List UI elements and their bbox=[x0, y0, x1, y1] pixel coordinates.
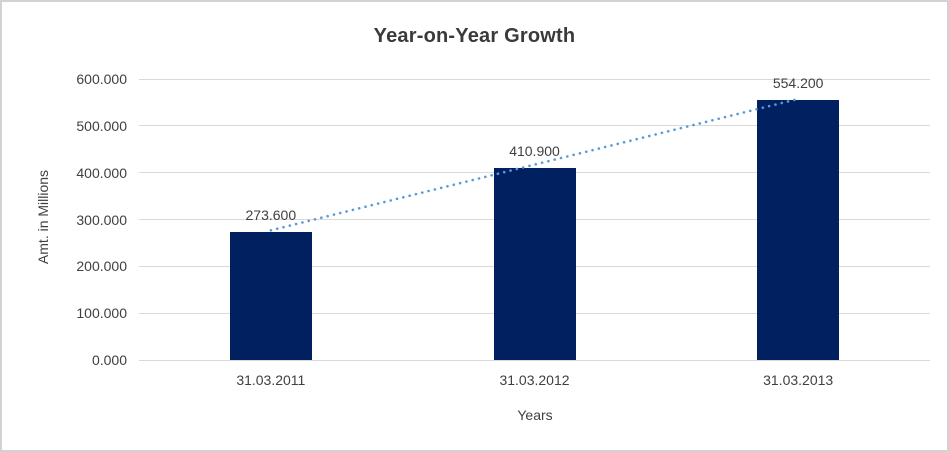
y-tick-label: 100.000 bbox=[76, 305, 127, 322]
y-tick-label: 400.000 bbox=[76, 164, 127, 181]
x-tick-label: 31.03.2013 bbox=[763, 372, 834, 388]
data-label: 410.900 bbox=[509, 142, 560, 159]
trendline[interactable] bbox=[139, 79, 930, 360]
data-label: 273.600 bbox=[245, 206, 297, 223]
bar-31.03.2013[interactable] bbox=[757, 100, 840, 360]
y-tick-label: 0.000 bbox=[91, 352, 127, 368]
bar-31.03.2011[interactable] bbox=[229, 231, 312, 360]
data-label: 554.200 bbox=[772, 75, 824, 92]
chart-title: Year-on-Year Growth bbox=[373, 25, 576, 47]
gridline bbox=[139, 359, 930, 361]
y-tick-label: 500.000 bbox=[76, 117, 127, 134]
gridline bbox=[139, 78, 930, 80]
gridline bbox=[139, 125, 930, 127]
x-axis-title: Years bbox=[517, 407, 553, 423]
bar-31.03.2012[interactable] bbox=[493, 167, 576, 360]
y-tick-label: 600.000 bbox=[76, 71, 127, 87]
x-tick-label: 31.03.2012 bbox=[499, 372, 570, 388]
plot-area: 273.600 410.900 554.200 bbox=[139, 75, 930, 361]
x-tick-label: 31.03.2011 bbox=[236, 372, 306, 388]
y-tick-label: 300.000 bbox=[76, 211, 127, 228]
y-tick-label: 200.000 bbox=[76, 258, 127, 275]
